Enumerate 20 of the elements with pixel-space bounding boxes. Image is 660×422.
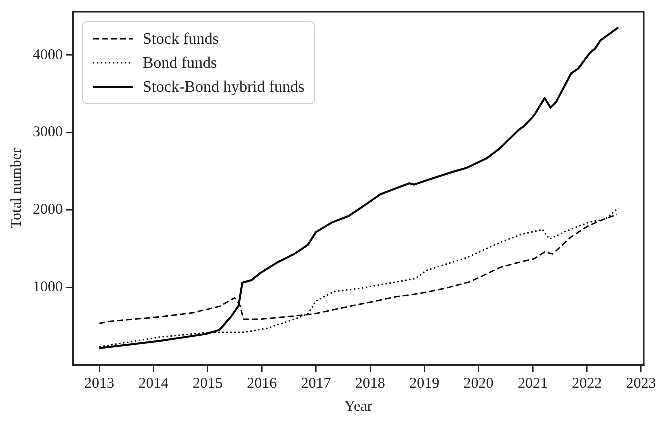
x-tick-label: 2017 — [301, 376, 332, 392]
x-tick-label: 2022 — [572, 376, 602, 392]
x-tick-label: 2020 — [464, 376, 494, 392]
x-tick-label: 2023 — [626, 376, 656, 392]
y-axis-title: Total number — [8, 148, 25, 229]
y-tick-label: 3000 — [33, 124, 63, 141]
y-tick-label: 2000 — [33, 202, 63, 218]
legend-label: Stock funds — [143, 31, 219, 48]
x-tick-label: 2021 — [518, 376, 548, 392]
y-tick-label: 1000 — [33, 280, 63, 296]
x-tick-label: 2019 — [410, 376, 440, 392]
x-tick-label: 2013 — [84, 376, 115, 392]
legend-label: Bond funds — [143, 55, 218, 72]
x-axis-title: Year — [344, 398, 372, 415]
x-tick-label: 2015 — [192, 376, 223, 392]
x-tick-label: 2016 — [247, 376, 278, 392]
legend-label: Stock-Bond hybrid funds — [143, 79, 305, 96]
x-tick-label: 2014 — [138, 376, 170, 392]
x-tick-label: 2018 — [355, 376, 386, 392]
y-tick-label: 4000 — [33, 47, 63, 64]
